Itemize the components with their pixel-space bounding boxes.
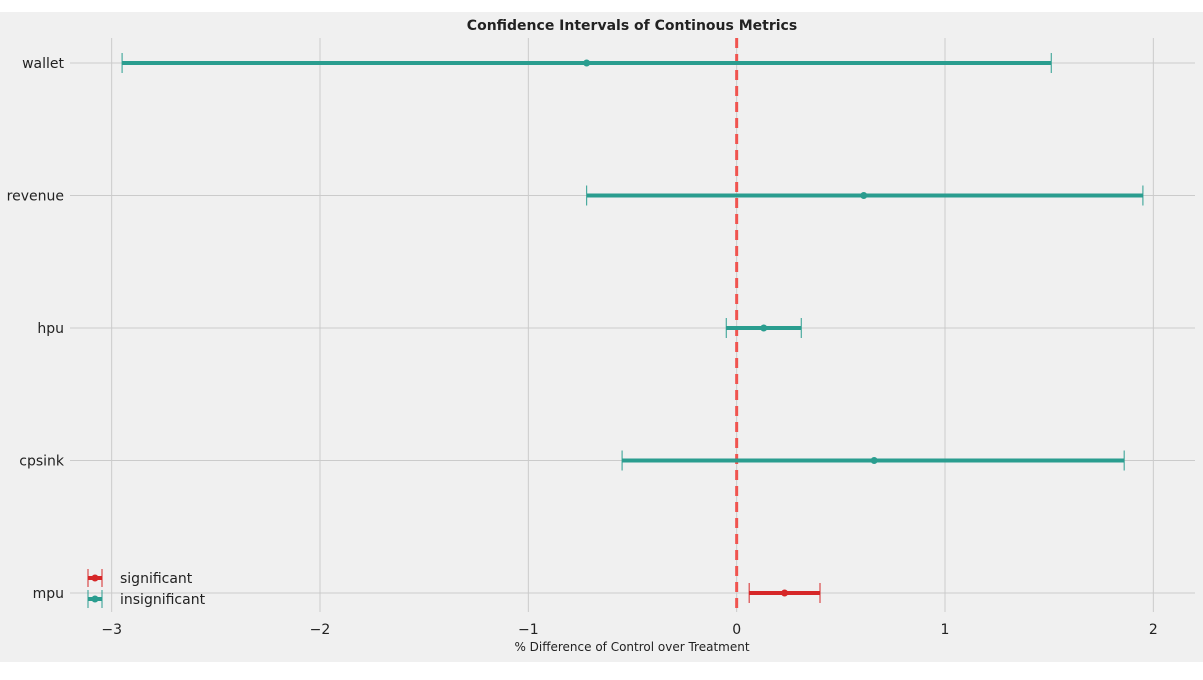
- errorbar-hpu: [725, 318, 802, 338]
- chart-title: Confidence Intervals of Continous Metric…: [467, 18, 797, 34]
- legend-label-significant: significant: [120, 571, 193, 587]
- x-tick-label: 2: [1149, 622, 1158, 638]
- legend-marker-significant: [91, 574, 99, 582]
- x-axis-label: % Difference of Control over Treatment: [514, 640, 749, 654]
- y-tick-label-wallet: wallet: [22, 56, 64, 72]
- legend-label-insignificant: insignificant: [120, 592, 206, 608]
- x-tick-label: −3: [101, 622, 122, 638]
- errorbar-cpsink: [621, 450, 1125, 471]
- errorbar-mpu: [748, 583, 821, 603]
- figure-background: [0, 12, 1203, 662]
- errorbar-wallet: [121, 53, 1052, 73]
- y-tick-label-revenue: revenue: [7, 189, 64, 205]
- y-tick-label-mpu: mpu: [33, 586, 64, 602]
- x-tick-label: −2: [310, 622, 331, 638]
- x-tick-label: 1: [941, 622, 950, 638]
- legend-entry-insignificant: insignificant: [87, 590, 206, 608]
- y-tick-label-hpu: hpu: [37, 321, 64, 337]
- estimate-point-hpu: [760, 324, 768, 332]
- y-tick-label-cpsink: cpsink: [19, 454, 65, 470]
- legend-marker-insignificant: [91, 595, 99, 603]
- series-layer: [121, 53, 1144, 603]
- estimate-point-revenue: [860, 192, 868, 199]
- estimate-point-wallet: [583, 59, 591, 67]
- errorbar-revenue: [586, 185, 1144, 206]
- x-tick-label: 0: [732, 622, 741, 638]
- estimate-point-mpu: [781, 589, 789, 597]
- axis-labels-layer: −3 −2 −1 0 1 2 wallet revenue hpu cpsink mpu: [7, 56, 1158, 638]
- x-tick-label: −1: [518, 622, 539, 638]
- legend-entry-significant: significant: [87, 569, 193, 587]
- estimate-point-cpsink: [870, 457, 878, 464]
- legend: significant insignificant: [87, 569, 206, 608]
